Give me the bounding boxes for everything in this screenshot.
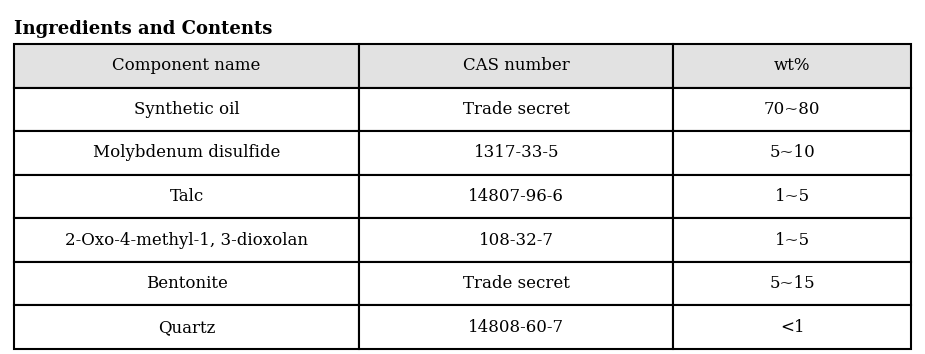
Bar xyxy=(673,262,911,306)
Text: Trade secret: Trade secret xyxy=(462,275,570,292)
Bar xyxy=(673,87,911,131)
Text: 14808-60-7: 14808-60-7 xyxy=(468,319,564,336)
Bar xyxy=(14,306,359,349)
Text: Quartz: Quartz xyxy=(158,319,216,336)
Bar xyxy=(14,175,359,218)
Bar xyxy=(673,306,911,349)
Text: 14807-96-6: 14807-96-6 xyxy=(468,188,564,205)
Bar xyxy=(359,87,673,131)
Bar xyxy=(14,262,359,306)
Bar xyxy=(673,175,911,218)
Bar xyxy=(673,218,911,262)
Text: 2-Oxo-4-methyl-1, 3-dioxolan: 2-Oxo-4-methyl-1, 3-dioxolan xyxy=(65,232,308,249)
Bar xyxy=(359,262,673,306)
Bar xyxy=(14,87,359,131)
Text: 70~80: 70~80 xyxy=(764,101,820,118)
Text: Bentonite: Bentonite xyxy=(146,275,228,292)
Text: CAS number: CAS number xyxy=(462,57,570,74)
Bar xyxy=(14,218,359,262)
Bar xyxy=(359,218,673,262)
Bar xyxy=(359,175,673,218)
Text: <1: <1 xyxy=(780,319,805,336)
Text: 5~10: 5~10 xyxy=(770,144,815,161)
Text: Component name: Component name xyxy=(113,57,261,74)
Text: 1~5: 1~5 xyxy=(774,232,809,249)
Text: Synthetic oil: Synthetic oil xyxy=(134,101,240,118)
Bar xyxy=(359,306,673,349)
Text: 5~15: 5~15 xyxy=(770,275,815,292)
Text: Molybdenum disulfide: Molybdenum disulfide xyxy=(93,144,280,161)
Text: Trade secret: Trade secret xyxy=(462,101,570,118)
Text: Talc: Talc xyxy=(169,188,204,205)
Bar xyxy=(14,131,359,175)
Bar xyxy=(14,44,359,87)
Text: 1317-33-5: 1317-33-5 xyxy=(474,144,559,161)
Bar xyxy=(359,44,673,87)
Text: 1~5: 1~5 xyxy=(774,188,809,205)
Text: 108-32-7: 108-32-7 xyxy=(479,232,554,249)
Bar xyxy=(673,131,911,175)
Text: Ingredients and Contents: Ingredients and Contents xyxy=(14,20,272,38)
Bar xyxy=(673,44,911,87)
Text: wt%: wt% xyxy=(774,57,810,74)
Bar xyxy=(359,131,673,175)
